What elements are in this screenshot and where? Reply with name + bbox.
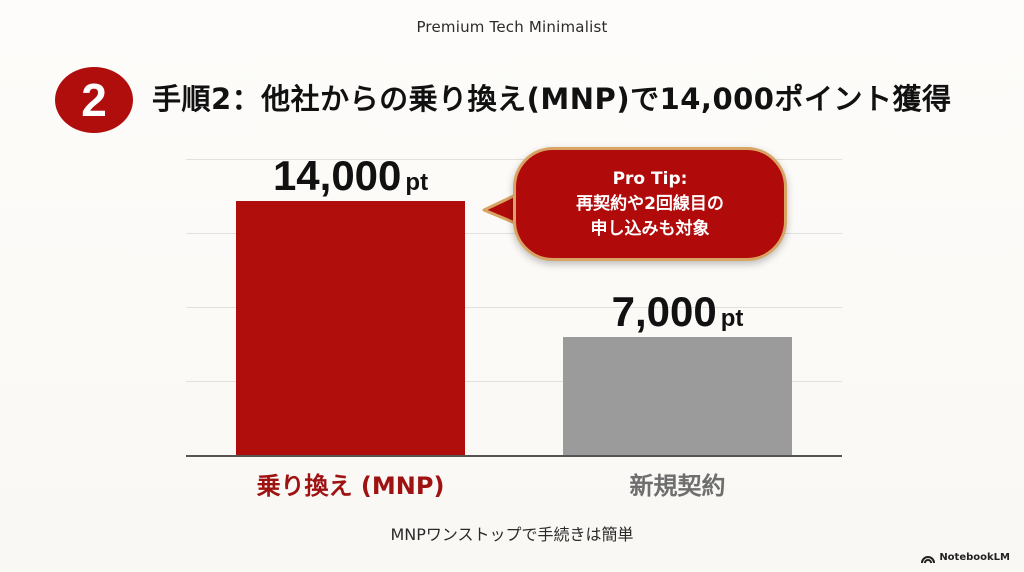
bar-value-new-contract: 7,000 pt — [563, 288, 792, 336]
x-axis-baseline — [186, 455, 842, 457]
gridline — [186, 307, 842, 308]
callout-heading: Pro Tip: — [612, 168, 688, 189]
callout-tail-icon — [482, 190, 522, 228]
pro-tip-callout: Pro Tip: 再契約や2回線目の 申し込みも対象 — [513, 147, 787, 261]
step-number-badge: 2 — [55, 67, 133, 133]
notebooklm-icon — [921, 555, 936, 563]
bar-value-number: 14,000 — [272, 152, 402, 199]
notebooklm-logo: NotebookLM — [921, 552, 1010, 563]
bar-chart: 14,000 pt 7,000 pt — [186, 150, 842, 457]
bar-value-mnp: 14,000 pt — [236, 152, 465, 200]
gridline — [186, 159, 842, 160]
slide-kicker: Premium Tech Minimalist — [416, 18, 608, 36]
gridline — [186, 233, 842, 234]
bar-mnp — [236, 201, 465, 456]
category-label-mnp: 乗り換え (MNP) — [256, 472, 445, 500]
logo-text: NotebookLM — [939, 552, 1010, 563]
page-title: 手順2：他社からの乗り換え(MNP)で14,000ポイント獲得 — [152, 82, 952, 116]
bar-value-unit: pt — [720, 305, 744, 332]
bar-value-unit: pt — [405, 169, 429, 196]
bar-new-contract — [563, 337, 792, 456]
bar-value-number: 7,000 — [611, 288, 717, 335]
callout-line: 申し込みも対象 — [590, 218, 710, 239]
callout-line: 再契約や2回線目の — [576, 193, 724, 214]
gridline — [186, 381, 842, 382]
category-label-new-contract: 新規契約 — [629, 472, 726, 500]
slide-caption: MNPワンストップで手続きは簡単 — [390, 525, 634, 544]
